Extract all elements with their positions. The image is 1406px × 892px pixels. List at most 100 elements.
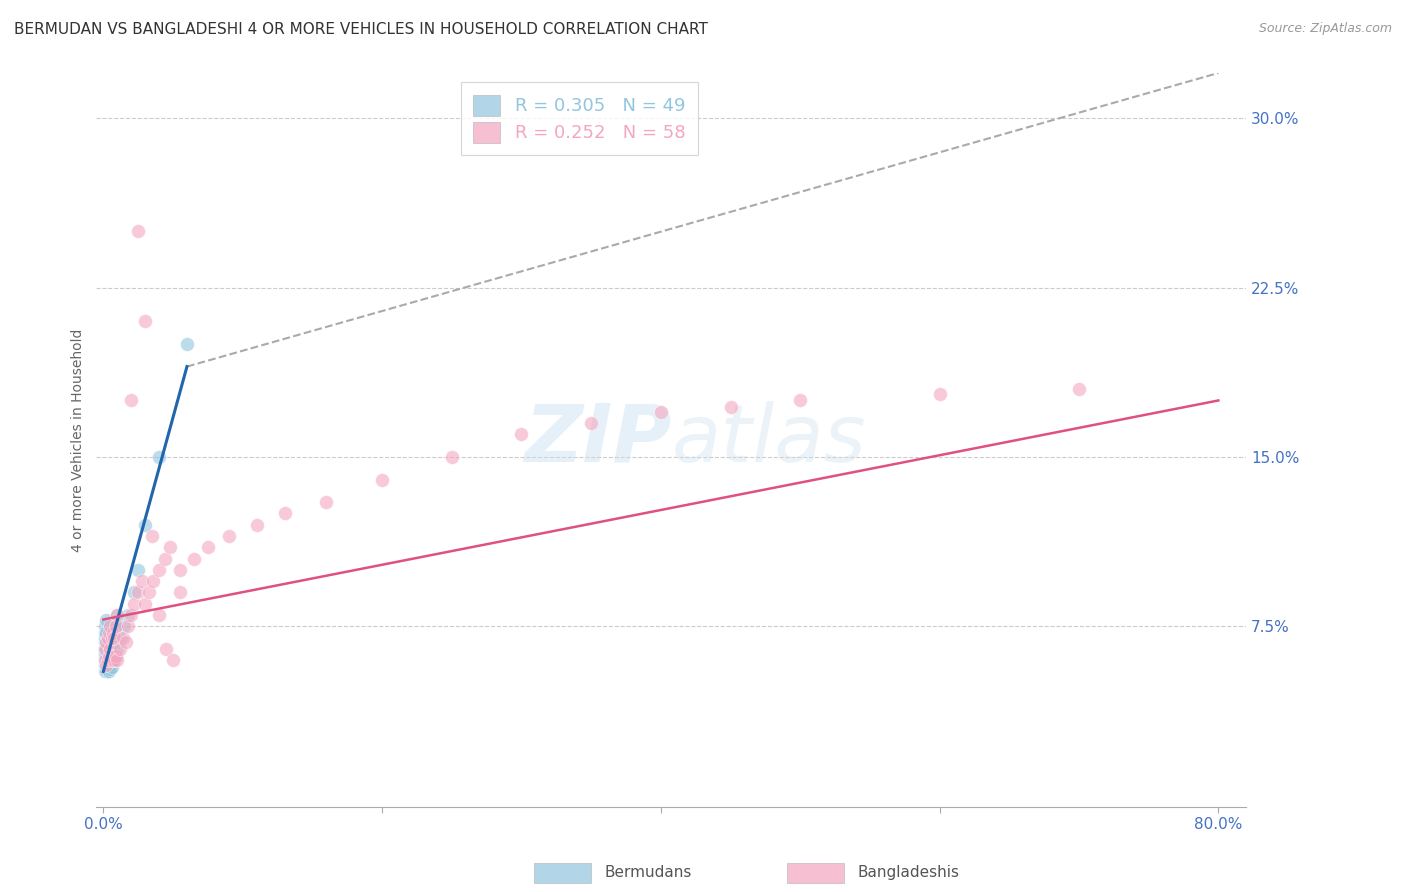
Text: ZIP: ZIP [524, 401, 671, 479]
Point [169, 585, 191, 599]
Point [93, 653, 115, 667]
Legend: R = 0.305   N = 49, R = 0.252   N = 58: R = 0.305 N = 49, R = 0.252 N = 58 [461, 82, 697, 155]
Y-axis label: 4 or more Vehicles in Household: 4 or more Vehicles in Household [72, 328, 86, 551]
Point [104, 648, 127, 663]
Point [142, 574, 165, 588]
Point [93, 641, 115, 656]
Point [93, 619, 115, 633]
Point [103, 653, 125, 667]
Point [94, 613, 117, 627]
Text: Bangladeshis: Bangladeshis [858, 865, 960, 880]
Point [101, 648, 124, 663]
Point [131, 574, 153, 588]
Point [96, 635, 118, 649]
Point [1067, 382, 1090, 396]
Point [104, 648, 127, 663]
Point [108, 641, 131, 656]
Point [97, 665, 120, 679]
Point [176, 337, 198, 351]
Point [114, 635, 136, 649]
Point [440, 450, 463, 464]
Point [197, 541, 219, 555]
Point [120, 607, 142, 622]
Point [94, 665, 117, 679]
Point [127, 563, 149, 577]
Point [103, 631, 125, 645]
Point [97, 648, 120, 663]
Point [117, 619, 139, 633]
Point [112, 619, 135, 633]
Point [94, 635, 117, 649]
Point [650, 405, 672, 419]
Point [169, 563, 191, 577]
Point [101, 635, 124, 649]
Point [93, 665, 115, 679]
Point [315, 495, 337, 509]
Point [94, 648, 117, 663]
Point [127, 585, 149, 599]
Point [98, 653, 121, 667]
Point [100, 640, 122, 654]
Point [159, 541, 181, 555]
Point [162, 653, 184, 667]
Point [108, 631, 131, 645]
Point [218, 529, 240, 543]
Point [93, 641, 115, 656]
Point [510, 427, 533, 442]
Point [117, 607, 139, 622]
Point [98, 619, 121, 633]
Point [153, 551, 176, 566]
Point [100, 660, 122, 674]
Text: Bermudans: Bermudans [605, 865, 692, 880]
Text: BERMUDAN VS BANGLADESHI 4 OR MORE VEHICLES IN HOUSEHOLD CORRELATION CHART: BERMUDAN VS BANGLADESHI 4 OR MORE VEHICL… [14, 22, 709, 37]
Point [93, 648, 115, 663]
Point [134, 597, 156, 611]
Point [148, 607, 170, 622]
Point [579, 416, 602, 430]
Point [98, 641, 121, 656]
Point [97, 648, 120, 663]
Point [94, 657, 117, 672]
Point [93, 653, 115, 667]
Point [93, 657, 115, 672]
Point [127, 224, 149, 238]
Point [93, 647, 115, 661]
Point [111, 631, 134, 645]
Point [183, 551, 205, 566]
Point [103, 631, 125, 645]
Point [148, 563, 170, 577]
Point [96, 665, 118, 679]
Point [93, 635, 115, 649]
Point [96, 653, 118, 667]
Point [98, 641, 121, 656]
Point [141, 529, 163, 543]
Point [94, 641, 117, 656]
Point [97, 631, 120, 645]
Point [148, 450, 170, 464]
Point [105, 641, 128, 656]
Point [97, 626, 120, 640]
Point [97, 657, 120, 672]
Point [100, 653, 122, 667]
Point [134, 517, 156, 532]
Point [371, 473, 394, 487]
Point [122, 597, 145, 611]
Point [93, 631, 115, 645]
Point [120, 393, 142, 408]
Point [122, 585, 145, 599]
Point [100, 631, 122, 645]
Point [101, 626, 124, 640]
Text: atlas: atlas [671, 401, 866, 479]
Point [273, 507, 295, 521]
Point [96, 647, 118, 661]
Point [134, 314, 156, 328]
Point [96, 653, 118, 667]
Point [93, 626, 115, 640]
Point [246, 517, 269, 532]
Point [101, 653, 124, 667]
Point [105, 653, 128, 667]
Point [720, 401, 742, 415]
Point [104, 619, 127, 633]
Point [105, 607, 128, 622]
Point [928, 386, 950, 401]
